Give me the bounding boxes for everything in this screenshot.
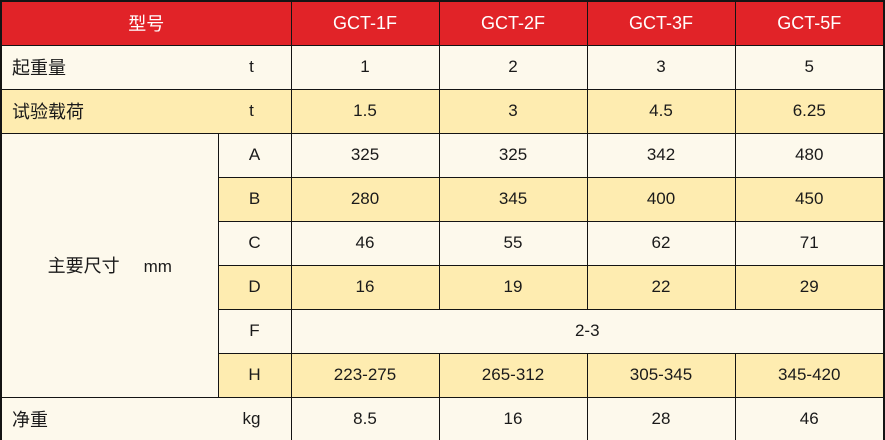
dim-d-gct-1f: 16 — [290, 264, 440, 310]
lifting-capacity-gct-5f: 5 — [734, 44, 885, 90]
dim-d-gct-5f: 29 — [734, 264, 885, 310]
dim-b-gct-2f: 345 — [438, 176, 588, 222]
dim-c-letter: C — [217, 220, 292, 266]
dim-a-letter: A — [217, 132, 292, 178]
model-header-label: 型号 — [0, 0, 292, 46]
lifting-capacity-gct-1f: 1 — [290, 44, 440, 90]
dim-a-gct-3f: 342 — [586, 132, 736, 178]
dim-h-gct-2f: 265-312 — [438, 352, 588, 398]
dim-h-gct-5f: 345-420 — [734, 352, 885, 398]
row-dim-h: H 223-275 265-312 305-345 345-420 — [1, 352, 885, 398]
lifting-capacity-gct-3f: 3 — [586, 44, 736, 90]
dim-d-gct-3f: 22 — [586, 264, 736, 310]
lifting-capacity-label: 起重量 — [12, 58, 66, 78]
table-header-row: 型号 GCT-1F GCT-2F GCT-3F GCT-5F — [0, 0, 885, 46]
test-load-label-cell: 试验载荷 t — [0, 88, 292, 134]
dim-f-letter: F — [217, 308, 292, 354]
net-weight-gct-5f: 46 — [734, 396, 885, 440]
test-load-gct-1f: 1.5 — [290, 88, 440, 134]
dim-c-gct-5f: 71 — [734, 220, 885, 266]
main-dimensions-label: 主要尺寸 — [47, 256, 120, 276]
test-load-label: 试验载荷 — [12, 102, 84, 122]
test-load-gct-5f: 6.25 — [734, 88, 885, 134]
dim-c-gct-3f: 62 — [586, 220, 736, 266]
test-load-unit: t — [249, 101, 254, 120]
row-net-weight: 净重 kg 8.5 16 28 46 — [0, 396, 885, 440]
model-header-gct-3f: GCT-3F — [586, 0, 736, 46]
dim-b-gct-5f: 450 — [734, 176, 885, 222]
row-dim-f: F 2-3 — [1, 308, 885, 354]
model-header-gct-1f: GCT-1F — [290, 0, 440, 46]
row-lifting-capacity: 起重量 t 1 2 3 5 — [0, 44, 885, 90]
dim-a-gct-5f: 480 — [734, 132, 885, 178]
test-load-gct-3f: 4.5 — [586, 88, 736, 134]
dim-h-letter: H — [217, 352, 292, 398]
lifting-capacity-label-cell: 起重量 t — [0, 44, 292, 90]
net-weight-label-cell: 净重 kg — [0, 396, 292, 440]
net-weight-gct-2f: 16 — [438, 396, 588, 440]
model-header-gct-5f: GCT-5F — [734, 0, 885, 46]
dim-h-gct-1f: 223-275 — [290, 352, 440, 398]
dim-f-merged-value: 2-3 — [290, 308, 885, 354]
row-dim-a: 主要尺寸 mm A 325 325 342 480 — [0, 132, 885, 398]
lifting-capacity-gct-2f: 2 — [438, 44, 588, 90]
lifting-capacity-unit: t — [249, 57, 254, 76]
net-weight-gct-1f: 8.5 — [290, 396, 440, 440]
test-load-gct-2f: 3 — [438, 88, 588, 134]
main-dimensions-unit: mm — [143, 257, 172, 276]
row-dim-b: B 280 345 400 450 — [1, 176, 885, 222]
dim-b-letter: B — [217, 176, 292, 222]
dim-a-gct-2f: 325 — [438, 132, 588, 178]
dim-b-gct-1f: 280 — [290, 176, 440, 222]
dim-a-gct-1f: 325 — [290, 132, 440, 178]
dim-d-letter: D — [217, 264, 292, 310]
net-weight-label: 净重 — [12, 409, 48, 430]
row-test-load: 试验载荷 t 1.5 3 4.5 6.25 — [0, 88, 885, 134]
dim-c-gct-2f: 55 — [438, 220, 588, 266]
dim-d-gct-2f: 19 — [438, 264, 588, 310]
net-weight-gct-3f: 28 — [586, 396, 736, 440]
main-dimensions-label-cell: 主要尺寸 mm — [0, 132, 219, 398]
dim-c-gct-1f: 46 — [290, 220, 440, 266]
model-header-gct-2f: GCT-2F — [438, 0, 588, 46]
dim-h-gct-3f: 305-345 — [586, 352, 736, 398]
dim-b-gct-3f: 400 — [586, 176, 736, 222]
net-weight-unit: kg — [242, 408, 261, 428]
